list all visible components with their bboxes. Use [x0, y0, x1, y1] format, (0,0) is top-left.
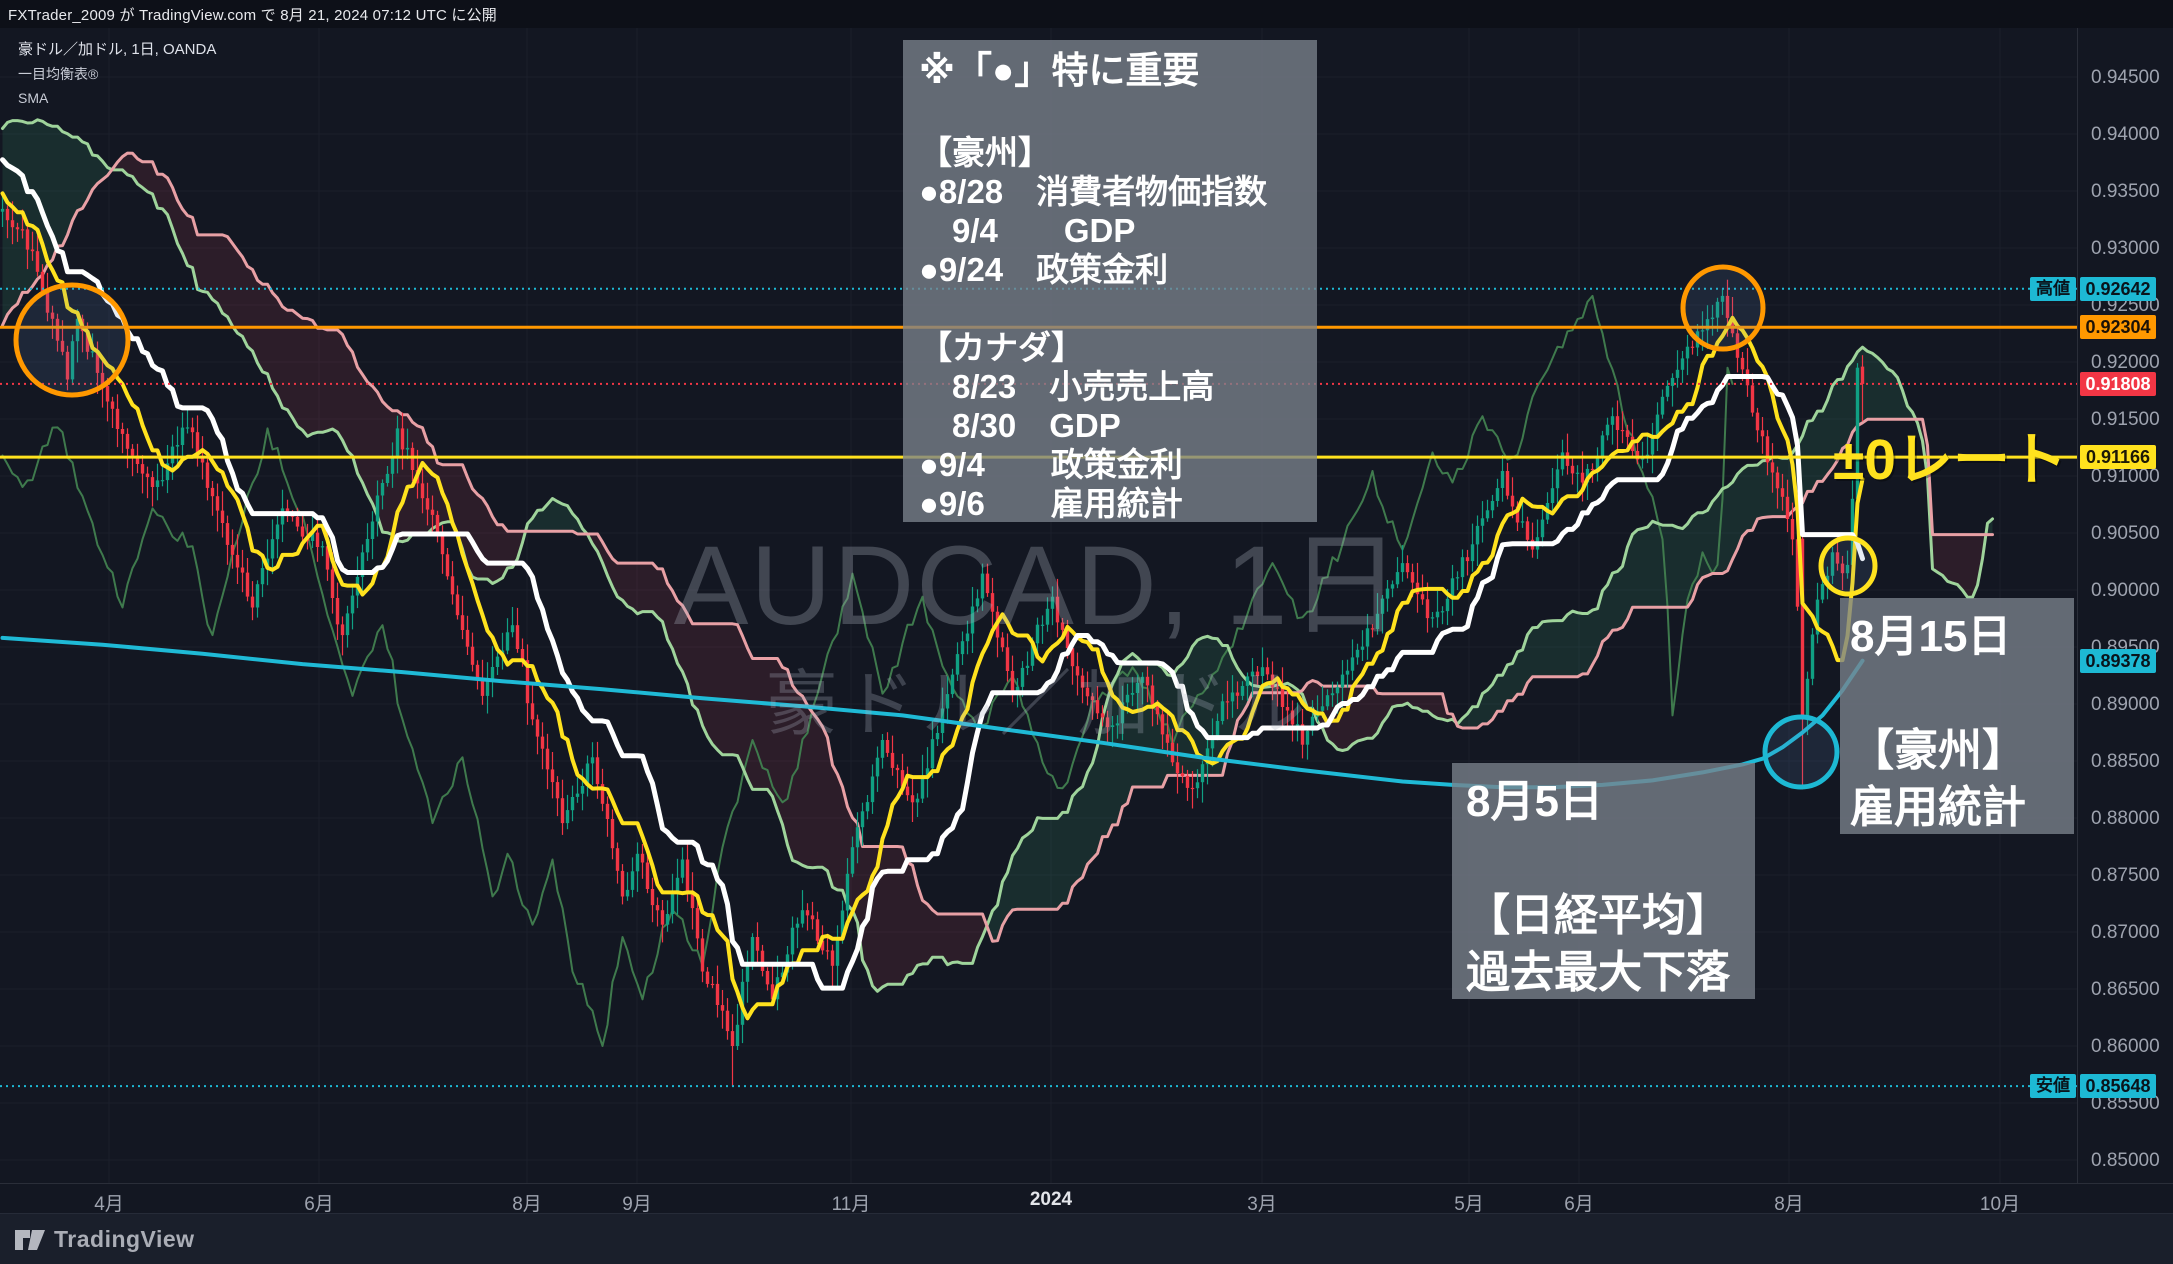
annotation-circle[interactable]	[1680, 264, 1766, 352]
footer-bar: TradingView	[0, 1213, 2173, 1264]
events-note-box[interactable]: ※「●」特に重要 【豪州】 ●8/28 消費者物価指数 9/4 GDP ●9/24 …	[903, 40, 1317, 522]
tradingview-logo-text: TradingView	[54, 1226, 195, 1252]
publish-info-text: FXTrader_2009 が TradingView.com で 8月 21,…	[8, 7, 497, 24]
price-tick-label: 0.93000	[2091, 238, 2160, 259]
price-tick-label: 0.90000	[2091, 580, 2160, 601]
high-tag: 高値	[2030, 276, 2076, 301]
price-tick-label: 0.89000	[2091, 694, 2160, 715]
price-tick-label: 0.94500	[2091, 67, 2160, 88]
note-line	[919, 289, 1317, 328]
note-line: ●9/4 政策金利	[919, 446, 1183, 483]
price-tick-label: 0.85000	[2091, 1150, 2160, 1171]
time-tick-label: 8月	[1774, 1194, 1804, 1215]
price-badge: 0.91808	[2080, 371, 2156, 396]
price-badge: 0.92304	[2080, 315, 2156, 340]
price-tick-label: 0.88500	[2091, 751, 2160, 772]
time-tick-label: 10月	[1979, 1194, 2021, 1215]
chart-legend: 豪ドル／加ドル, 1日, OANDA 一目均衡表® SMA	[18, 38, 216, 110]
note-line	[1466, 830, 1755, 887]
note-line: 8/30 GDP	[919, 407, 1121, 444]
time-tick-label: 4月	[94, 1194, 124, 1215]
time-tick-label: 11月	[831, 1194, 871, 1215]
note-line: 過去最大下落	[1466, 948, 1730, 997]
time-tick-label: 2024	[1029, 1189, 1073, 1210]
legend-indicator-sma[interactable]: SMA	[18, 90, 49, 106]
aug5-note-box[interactable]: 8月5日 【日経平均】 過去最大下落	[1452, 763, 1755, 999]
price-tick-label: 0.94000	[2091, 124, 2160, 145]
annotation-circle[interactable]	[1818, 535, 1878, 597]
low-tag: 安値	[2030, 1074, 2076, 1099]
tradingview-logo[interactable]: TradingView	[14, 1226, 195, 1253]
note-line: 【日経平均】	[1466, 891, 1730, 940]
annotation-circle[interactable]	[13, 282, 131, 398]
note-line: ●8/28 消費者物価指数	[919, 173, 1268, 210]
note-line	[1850, 665, 2074, 722]
price-tick-label: 0.91500	[2091, 409, 2160, 430]
note-line: 8/23 小売売上高	[919, 368, 1215, 405]
note-line: ●9/24 政策金利	[919, 251, 1169, 288]
price-tick-label: 0.90500	[2091, 523, 2160, 544]
time-tick-label: 6月	[304, 1194, 334, 1215]
time-axis[interactable]: 4月 6月 8月 9月 11月 2024 3月 5月 6月 8月 10月	[0, 1183, 2173, 1215]
time-tick-label: 5月	[1454, 1194, 1484, 1215]
note-line	[919, 94, 1317, 133]
price-tick-label: 0.93500	[2091, 181, 2160, 202]
tradingview-logo-icon	[15, 1229, 45, 1250]
watermark-symbol: AUDCAD, 1日	[673, 523, 1404, 648]
price-tick-label: 0.86000	[2091, 1036, 2160, 1057]
note-line: 9/4 GDP	[919, 212, 1136, 249]
price-tick-label: 0.87000	[2091, 922, 2160, 943]
price-badge: 0.92642	[2080, 276, 2156, 301]
price-tick-label: 0.92000	[2091, 352, 2160, 373]
price-badge: 0.91166	[2080, 445, 2156, 470]
watermark-symbol-jp: 豪ドル／加ドル	[765, 665, 1312, 745]
note-line: ※「●」特に重要	[919, 50, 1200, 91]
time-tick-label: 3月	[1247, 1194, 1277, 1215]
zero-rate-label[interactable]: ±0レート	[1833, 428, 2067, 492]
publish-header: FXTrader_2009 が TradingView.com で 8月 21,…	[0, 0, 2173, 29]
note-line: 8月5日	[1466, 777, 1603, 826]
price-badge: 0.85648	[2080, 1074, 2156, 1099]
price-tick-label: 0.85500	[2091, 1093, 2160, 1114]
legend-indicator-ichimoku[interactable]: 一目均衡表®	[18, 66, 99, 82]
price-axis[interactable]: 0.94500 0.94000 0.93500 0.93000 0.92500 0.920…	[2077, 28, 2173, 1213]
annotation-circle[interactable]	[1762, 714, 1840, 790]
time-tick-label: 8月	[512, 1194, 542, 1215]
note-line: 【カナダ】	[919, 329, 1084, 366]
price-tick-label: 0.88000	[2091, 808, 2160, 829]
price-tick-label: 0.87500	[2091, 865, 2160, 886]
time-tick-label: 9月	[622, 1194, 652, 1215]
note-line: ●9/6 雇用統計	[919, 485, 1183, 522]
note-line: 【豪州】	[919, 134, 1051, 171]
legend-symbol[interactable]: 豪ドル／加ドル, 1日, OANDA	[18, 41, 217, 58]
time-tick-label: 6月	[1564, 1194, 1594, 1215]
price-tick-label: 0.91000	[2091, 466, 2160, 487]
note-line: 【豪州】	[1850, 726, 2026, 775]
note-line: 雇用統計	[1850, 783, 2026, 832]
note-line: 8月15日	[1850, 612, 2012, 661]
aug15-note-box[interactable]: 8月15日 【豪州】雇用統計	[1840, 598, 2074, 834]
price-badge: 0.89378	[2080, 648, 2156, 673]
price-tick-label: 0.86500	[2091, 979, 2160, 1000]
